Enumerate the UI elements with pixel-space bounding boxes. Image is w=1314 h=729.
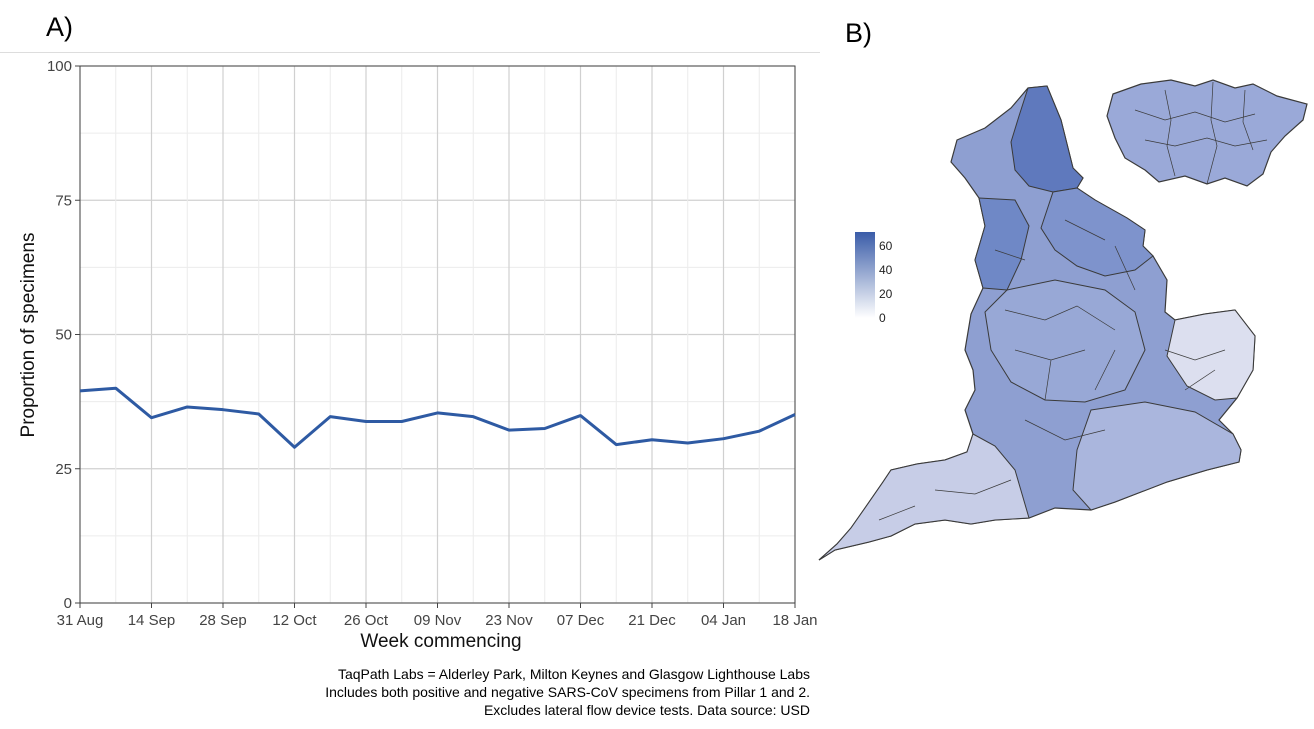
chart-caption: TaqPath Labs = Alderley Park, Milton Key… <box>325 665 810 719</box>
midlands-region <box>984 279 1146 403</box>
x-tick-label: 18 Jan <box>772 612 817 629</box>
y-tick-label: 100 <box>47 58 72 75</box>
x-tick-label: 12 Oct <box>272 612 317 629</box>
y-tick-labels: 0 25 50 75 100 <box>47 58 80 612</box>
legend-colorbar <box>855 232 875 318</box>
panel-label-a: A) <box>46 12 73 42</box>
legend-tick-label: 0 <box>879 311 886 325</box>
legend-ticks: 60 40 20 0 <box>879 239 893 325</box>
y-tick-label: 25 <box>55 461 72 478</box>
london-inset <box>1106 79 1308 187</box>
x-tick-label: 09 Nov <box>414 612 462 629</box>
x-tick-label: 14 Sep <box>128 612 176 629</box>
legend-tick-label: 20 <box>879 287 893 301</box>
legend-tick-label: 40 <box>879 263 893 277</box>
top-divider <box>0 52 820 53</box>
series-line <box>79 386 796 449</box>
caption-line-3: Excludes lateral flow device tests. Data… <box>483 702 810 718</box>
yorkshire-region <box>1040 187 1154 277</box>
y-axis-title: Proportion of specimens <box>18 233 39 438</box>
legend-tick-label: 60 <box>879 239 893 253</box>
choropleth-map: 60 40 20 0 <box>818 79 1308 561</box>
y-tick-label: 50 <box>55 327 72 344</box>
x-tick-labels: 31 Aug 14 Sep 28 Sep 12 Oct 26 Oct 09 Nov 23 N… <box>57 603 818 629</box>
internal-borders <box>878 219 1226 521</box>
x-axis-title: Week commencing <box>360 631 521 652</box>
x-tick-label: 31 Aug <box>57 612 104 629</box>
south-west-region <box>818 433 1030 561</box>
line-chart: 0 25 50 75 100 31 Aug 14 Sep 28 Sep 12 Oct 26 Oc… <box>18 58 818 652</box>
grid-layer <box>79 65 796 604</box>
panel-label-b: B) <box>845 18 872 48</box>
south-east-region <box>1072 401 1242 511</box>
x-tick-label: 21 Dec <box>628 612 676 629</box>
caption-line-2: Includes both positive and negative SARS… <box>325 684 810 700</box>
y-tick-label: 75 <box>55 192 72 209</box>
x-tick-label: 07 Dec <box>557 612 605 629</box>
london-borders <box>1134 81 1268 185</box>
y-tick-label: 0 <box>64 595 72 612</box>
caption-line-1: TaqPath Labs = Alderley Park, Milton Key… <box>337 666 810 682</box>
x-tick-label: 23 Nov <box>485 612 533 629</box>
x-tick-label: 28 Sep <box>199 612 247 629</box>
x-tick-label: 04 Jan <box>701 612 746 629</box>
x-tick-label: 26 Oct <box>344 612 389 629</box>
